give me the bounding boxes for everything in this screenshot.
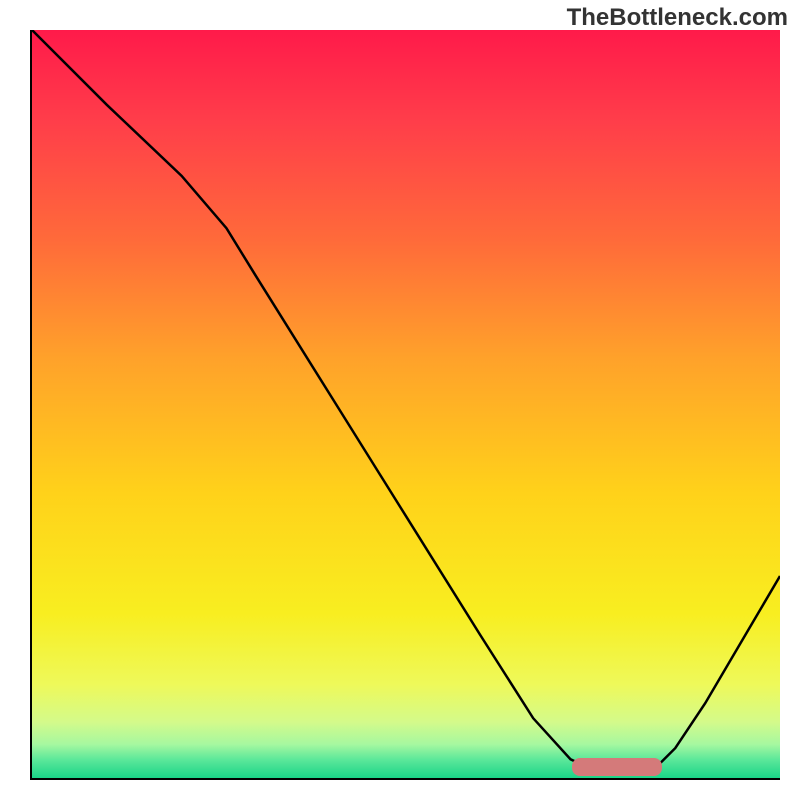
optimal-range-marker [572,758,662,776]
chart-container: { "watermark": { "text": "TheBottleneck.… [0,0,800,800]
curve-layer [32,30,780,778]
watermark-text: TheBottleneck.com [567,4,788,32]
plot-frame [30,30,780,780]
